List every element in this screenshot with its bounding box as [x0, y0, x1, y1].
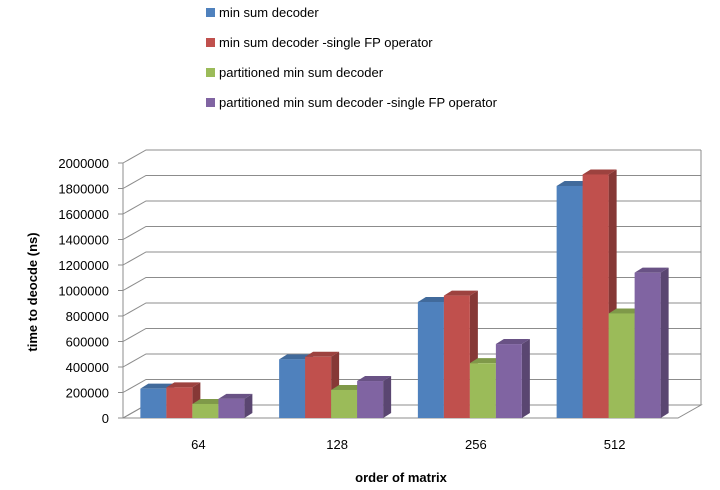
legend-item: min sum decoder -single FP operator — [206, 35, 433, 50]
bar-top — [192, 398, 227, 404]
bar-top — [140, 383, 175, 389]
gridline — [122, 226, 701, 240]
bar-side — [660, 267, 669, 418]
bar-side — [244, 393, 253, 418]
y-tick-label: 600000 — [66, 335, 109, 350]
bar-top — [166, 382, 201, 388]
x-axis-title: order of matrix — [355, 470, 448, 485]
bar-front — [634, 272, 661, 418]
bar — [495, 339, 530, 418]
bar-top — [279, 354, 314, 360]
bar-front — [166, 387, 193, 418]
legend-swatch — [206, 68, 215, 77]
bar-top — [443, 290, 478, 296]
x-tick-label: 256 — [465, 437, 487, 452]
bar-front — [279, 359, 306, 418]
bar-front — [192, 403, 219, 418]
legend-item: partitioned min sum decoder -single FP o… — [206, 95, 498, 110]
bar-side — [521, 339, 530, 418]
gridline — [122, 251, 701, 266]
bar-top — [469, 358, 504, 364]
y-tick-label: 1000000 — [58, 284, 109, 299]
bar-top — [218, 393, 253, 399]
legend: min sum decoder min sum decoder -single F… — [206, 5, 498, 110]
bar-front — [608, 313, 635, 418]
bar-front — [357, 381, 384, 418]
bar-top — [608, 308, 643, 314]
legend-swatch — [206, 38, 215, 47]
y-tick-label: 1600000 — [58, 207, 109, 222]
bar-top — [634, 267, 669, 273]
legend-item: partitioned min sum decoder — [206, 65, 384, 80]
gridline — [122, 200, 701, 215]
x-axis-ticks: 64 128 256 512 — [191, 437, 625, 452]
bar — [357, 376, 392, 418]
legend-label: partitioned min sum decoder — [219, 65, 384, 80]
bar-front — [305, 356, 332, 418]
y-tick-label: 800000 — [66, 309, 109, 324]
bar-top — [417, 296, 452, 302]
legend-swatch — [206, 98, 215, 107]
legend-label: partitioned min sum decoder -single FP o… — [219, 95, 498, 110]
legend-item: min sum decoder — [206, 5, 319, 20]
bar-top — [582, 169, 617, 175]
bar-top — [331, 384, 366, 390]
y-tick-label: 400000 — [66, 360, 109, 375]
gridline — [122, 149, 701, 164]
y-tick-label: 200000 — [66, 386, 109, 401]
y-tick-label: 1800000 — [58, 182, 109, 197]
bar-top — [495, 339, 530, 345]
x-tick-label: 64 — [191, 437, 205, 452]
legend-swatch — [206, 8, 215, 17]
y-tick-label: 2000000 — [58, 156, 109, 171]
gridline — [122, 277, 701, 291]
bar-front — [443, 295, 470, 418]
legend-label: min sum decoder — [219, 5, 319, 20]
bar-front — [140, 388, 167, 418]
legend-label: min sum decoder -single FP operator — [219, 35, 433, 50]
bars — [140, 169, 669, 418]
y-axis-ticks: 0 200000 400000 600000 800000 1000000 1200000 1… — [58, 156, 123, 426]
bar-top — [305, 351, 340, 357]
bar — [218, 393, 253, 418]
bar-front — [218, 398, 245, 418]
bar-side — [383, 376, 392, 418]
y-tick-label: 1200000 — [58, 258, 109, 273]
bar-front — [582, 174, 609, 418]
bar-front — [556, 185, 583, 418]
bar-front — [469, 363, 496, 418]
bar — [634, 267, 669, 418]
bar-front — [331, 389, 358, 418]
x-tick-label: 128 — [326, 437, 348, 452]
x-tick-label: 512 — [604, 437, 626, 452]
y-axis-title: time to deocde (ns) — [25, 232, 40, 351]
y-tick-label: 0 — [102, 411, 109, 426]
bar-top — [357, 376, 392, 382]
bar-front — [495, 344, 522, 418]
y-tick-label: 1400000 — [58, 233, 109, 248]
gridline — [122, 328, 701, 342]
bar-front — [417, 301, 444, 418]
gridline — [122, 302, 701, 317]
bar-top — [556, 180, 591, 186]
gridline — [122, 175, 701, 189]
